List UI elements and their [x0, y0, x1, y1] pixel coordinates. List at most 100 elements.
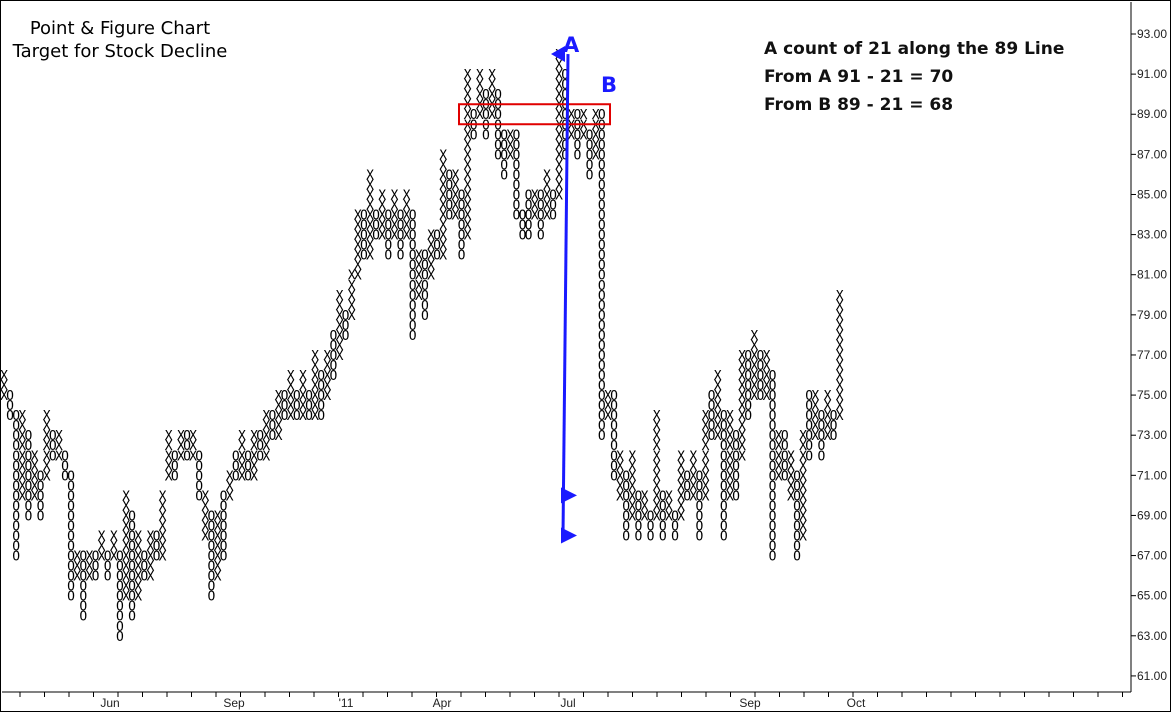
pf-x-mark: X — [275, 429, 283, 444]
pf-o-mark: O — [116, 590, 124, 605]
pf-x-mark: X — [506, 138, 514, 153]
pf-o-mark: O — [445, 209, 453, 224]
pf-o-mark: O — [561, 128, 569, 143]
pf-x-mark: X — [750, 339, 758, 354]
pf-x-mark: X — [287, 389, 295, 404]
x-tick-label: Jun — [100, 696, 119, 710]
pf-o-mark: O — [67, 530, 75, 545]
pf-o-mark: O — [549, 199, 557, 214]
pf-x-mark: X — [366, 209, 374, 224]
pf-x-mark: X — [628, 479, 636, 494]
pf-x-mark: X — [604, 409, 612, 424]
pf-x-mark: X — [775, 449, 783, 464]
pf-o-mark: O — [610, 429, 618, 444]
pf-x-mark: X — [390, 199, 398, 214]
pf-x-mark: X — [653, 489, 661, 504]
pf-o-mark: O — [598, 349, 606, 364]
pf-x-mark: X — [427, 269, 435, 284]
pf-o-mark: O — [116, 610, 124, 625]
pf-o-mark: O — [744, 349, 752, 364]
pf-x-mark: X — [18, 429, 26, 444]
y-tick-label: 87.00 — [1137, 147, 1167, 161]
pf-o-mark: O — [598, 369, 606, 384]
pf-o-mark: O — [79, 610, 87, 625]
pf-x-mark: X — [653, 479, 661, 494]
pf-o-mark: O — [494, 148, 502, 163]
y-tick-label: 91.00 — [1137, 67, 1167, 81]
pf-x-mark: X — [476, 108, 484, 123]
pf-x-mark: X — [238, 459, 246, 474]
pf-x-mark: X — [451, 209, 459, 224]
pf-o-mark: O — [647, 509, 655, 524]
pf-x-mark: X — [726, 459, 734, 474]
note-line-3: From B 89 - 21 = 68 — [764, 95, 953, 115]
pf-x-mark: X — [378, 219, 386, 234]
pf-o-mark: O — [598, 299, 606, 314]
pf-o-mark: O — [421, 299, 429, 314]
pf-x-mark: X — [18, 459, 26, 474]
pf-o-mark: O — [494, 128, 502, 143]
pf-x-mark: X — [189, 439, 197, 454]
pf-o-mark: O — [195, 489, 203, 504]
pf-o-mark: O — [482, 128, 490, 143]
pf-o-mark: O — [537, 199, 545, 214]
pf-x-mark: X — [653, 509, 661, 524]
pf-x-mark: X — [366, 249, 374, 264]
pf-o-mark: O — [140, 570, 148, 585]
pf-o-mark: O — [598, 289, 606, 304]
pf-x-mark: X — [750, 389, 758, 404]
pf-o-mark: O — [781, 459, 789, 474]
pf-x-mark: X — [43, 439, 51, 454]
pf-x-mark: X — [390, 189, 398, 204]
pf-o-mark: O — [458, 229, 466, 244]
pf-x-mark: X — [311, 349, 319, 364]
pf-o-mark: O — [268, 409, 276, 424]
pf-o-mark: O — [769, 419, 777, 434]
pf-o-mark: O — [598, 339, 606, 354]
pf-x-mark: X — [738, 369, 746, 384]
pf-x-mark: X — [665, 509, 673, 524]
pf-x-mark: X — [390, 209, 398, 224]
y-tick-label: 61.00 — [1137, 669, 1167, 683]
pf-o-mark: O — [610, 399, 618, 414]
pf-o-mark: O — [128, 580, 136, 595]
pf-x-mark: X — [415, 279, 423, 294]
pf-x-mark: X — [641, 509, 649, 524]
pf-o-mark: O — [598, 249, 606, 264]
pf-x-mark: X — [311, 379, 319, 394]
pf-x-mark: X — [354, 269, 362, 284]
pf-o-mark: O — [659, 530, 667, 545]
x-ticks: Jun Sep '11 Apr Jul Sep Oct — [19, 692, 1123, 710]
pf-x-mark: X — [799, 439, 807, 454]
pf-o-mark: O — [6, 399, 14, 414]
pf-x-mark: X — [439, 148, 447, 163]
pf-x-mark: X — [378, 229, 386, 244]
pf-o-mark: O — [397, 239, 405, 254]
pf-x-mark: X — [604, 389, 612, 404]
pf-x-mark: X — [110, 530, 118, 545]
pf-o-mark: O — [769, 409, 777, 424]
pf-x-mark: X — [262, 439, 270, 454]
pf-x-mark: X — [702, 449, 710, 464]
pf-o-mark: O — [598, 319, 606, 334]
pf-o-mark: O — [781, 429, 789, 444]
pf-x-mark: X — [464, 118, 472, 133]
pf-x-mark: X — [476, 68, 484, 83]
pf-o-mark: O — [207, 509, 215, 524]
pf-o-mark: O — [329, 329, 337, 344]
pf-x-mark: X — [159, 499, 167, 514]
pf-o-mark: O — [695, 509, 703, 524]
pf-o-mark: O — [561, 118, 569, 133]
pf-x-mark: X — [378, 209, 386, 224]
pf-x-mark: X — [488, 88, 496, 103]
pf-x-mark: X — [702, 489, 710, 504]
pf-o-mark: O — [598, 409, 606, 424]
pf-x-mark: X — [214, 530, 222, 545]
pf-o-mark: O — [360, 219, 368, 234]
pf-x-mark: X — [226, 489, 234, 504]
pf-o-mark: O — [79, 600, 87, 615]
pf-x-mark: X — [567, 108, 575, 123]
pf-x-mark: X — [354, 229, 362, 244]
pf-x-mark: X — [311, 369, 319, 384]
label-b: B — [601, 73, 617, 97]
